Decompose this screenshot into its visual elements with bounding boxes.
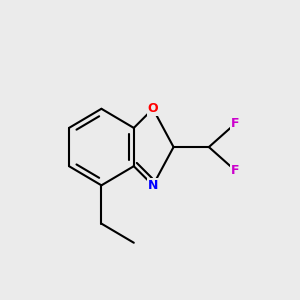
Text: F: F <box>231 164 240 177</box>
Text: N: N <box>148 179 158 192</box>
Text: O: O <box>148 102 158 115</box>
Text: F: F <box>231 117 240 130</box>
